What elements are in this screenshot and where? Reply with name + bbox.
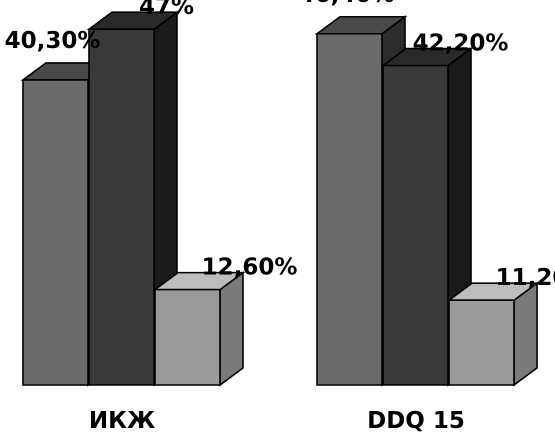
bar-value-label: 11,20% xyxy=(496,265,555,291)
bar-front-face xyxy=(88,28,155,386)
bar-2-3 xyxy=(446,281,540,387)
bar-value-label: 40,30% xyxy=(5,28,101,54)
bar-value-label: 12,60% xyxy=(202,255,298,281)
bar-front-face xyxy=(154,288,221,386)
bars-layer xyxy=(20,10,540,387)
bar-side-face xyxy=(219,271,244,387)
bar-front-face xyxy=(382,64,449,386)
bar-front-face xyxy=(448,299,515,386)
bar-front-face xyxy=(316,32,383,386)
category-label: ИКЖ xyxy=(89,408,155,434)
bar-1-3 xyxy=(152,271,246,387)
bar-value-label: 46,40% xyxy=(299,0,395,8)
labels-layer: 40,30% 47% 12,60% ИКЖ 46,40% 42,20% 11,20% DDQ … xyxy=(5,0,555,434)
bar-value-label: 42,20% xyxy=(413,31,509,57)
bar-front-face xyxy=(22,79,89,386)
category-label: DDQ 15 xyxy=(367,408,465,434)
bar-value-label: 47% xyxy=(139,0,194,20)
